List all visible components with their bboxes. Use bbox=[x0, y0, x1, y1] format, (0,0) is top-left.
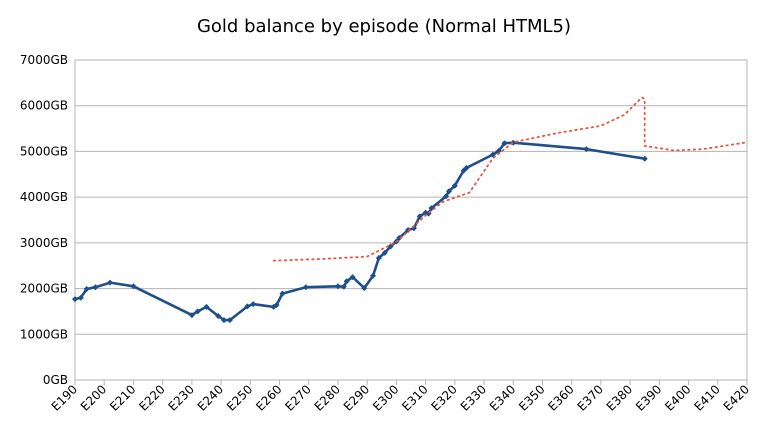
data-point-marker bbox=[92, 284, 99, 291]
data-point-marker bbox=[194, 308, 201, 315]
data-point-marker bbox=[302, 284, 309, 291]
x-tick-label: E220 bbox=[136, 382, 167, 413]
x-tick-label: E240 bbox=[195, 382, 226, 413]
x-tick-label: E260 bbox=[253, 382, 284, 413]
series-line-dotted bbox=[272, 96, 748, 262]
y-tick-label: 4000GB bbox=[20, 190, 68, 204]
data-point-marker bbox=[370, 272, 377, 279]
data-point-marker bbox=[334, 283, 341, 290]
data-point-marker bbox=[463, 164, 470, 171]
data-point-marker bbox=[130, 283, 137, 290]
x-tick-label: E300 bbox=[370, 382, 401, 413]
x-tick-label: E420 bbox=[721, 382, 752, 413]
data-point-marker bbox=[77, 294, 84, 301]
x-tick-label: E200 bbox=[78, 382, 109, 413]
data-point-marker bbox=[405, 227, 412, 234]
data-point-marker bbox=[340, 283, 347, 290]
data-point-marker bbox=[221, 317, 228, 324]
data-point-marker bbox=[445, 188, 452, 195]
x-tick-label: E400 bbox=[662, 382, 693, 413]
x-tick-label: E360 bbox=[545, 382, 576, 413]
x-tick-label: E380 bbox=[604, 382, 635, 413]
data-point-marker bbox=[203, 303, 210, 310]
x-axis-ticks: E190E200E210E220E230E240E250E260E270E280… bbox=[49, 380, 752, 414]
y-tick-label: 7000GB bbox=[20, 53, 68, 67]
y-tick-label: 3000GB bbox=[20, 236, 68, 250]
y-tick-label: 2000GB bbox=[20, 282, 68, 296]
data-point-marker bbox=[83, 286, 90, 293]
data-point-marker bbox=[375, 254, 382, 261]
data-point-marker bbox=[416, 213, 423, 220]
grid-lines bbox=[75, 59, 747, 381]
data-point-marker bbox=[501, 140, 508, 147]
x-tick-label: E410 bbox=[691, 382, 722, 413]
y-tick-label: 1000GB bbox=[20, 327, 68, 341]
data-point-marker bbox=[349, 274, 356, 281]
data-point-marker bbox=[226, 317, 233, 324]
plot-frame bbox=[74, 60, 748, 381]
data-point-marker bbox=[583, 146, 590, 153]
x-tick-label: E290 bbox=[341, 382, 372, 413]
x-tick-label: E210 bbox=[107, 382, 138, 413]
x-tick-label: E270 bbox=[282, 382, 313, 413]
series-group bbox=[72, 96, 748, 324]
y-tick-label: 6000GB bbox=[20, 99, 68, 113]
data-point-marker bbox=[443, 193, 450, 200]
data-point-marker bbox=[361, 285, 368, 292]
data-point-marker bbox=[244, 303, 251, 310]
data-point-marker bbox=[72, 296, 78, 303]
data-point-marker bbox=[107, 279, 114, 286]
y-tick-label: 0GB bbox=[43, 373, 68, 387]
data-point-marker bbox=[396, 234, 403, 241]
x-tick-label: E280 bbox=[312, 382, 343, 413]
data-point-marker bbox=[641, 155, 648, 162]
data-point-marker bbox=[495, 147, 502, 154]
x-tick-label: E310 bbox=[399, 382, 430, 413]
data-point-marker bbox=[215, 313, 222, 319]
x-tick-label: E390 bbox=[633, 382, 664, 413]
x-tick-label: E350 bbox=[516, 382, 547, 413]
y-tick-label: 5000GB bbox=[20, 144, 68, 158]
y-axis-ticks: 0GB 1000GB 2000GB 3000GB 4000GB 5000GB 6000GB 7… bbox=[20, 53, 68, 387]
x-tick-label: E250 bbox=[224, 382, 255, 413]
data-point-marker bbox=[188, 312, 195, 319]
data-point-marker bbox=[250, 301, 257, 308]
x-tick-label: E340 bbox=[487, 382, 518, 413]
chart-title: Gold balance by episode (Normal HTML5) bbox=[196, 16, 572, 37]
data-point-marker bbox=[273, 302, 280, 309]
x-tick-label: E330 bbox=[458, 382, 489, 413]
data-point-marker bbox=[381, 249, 388, 256]
data-point-marker bbox=[343, 278, 350, 285]
x-tick-label: E320 bbox=[428, 382, 459, 413]
data-point-marker bbox=[451, 182, 458, 189]
data-point-marker bbox=[428, 205, 435, 212]
series-line-solid bbox=[73, 141, 647, 322]
x-tick-label: E230 bbox=[166, 382, 197, 413]
data-point-marker bbox=[279, 290, 286, 297]
x-tick-label: E370 bbox=[575, 382, 606, 413]
